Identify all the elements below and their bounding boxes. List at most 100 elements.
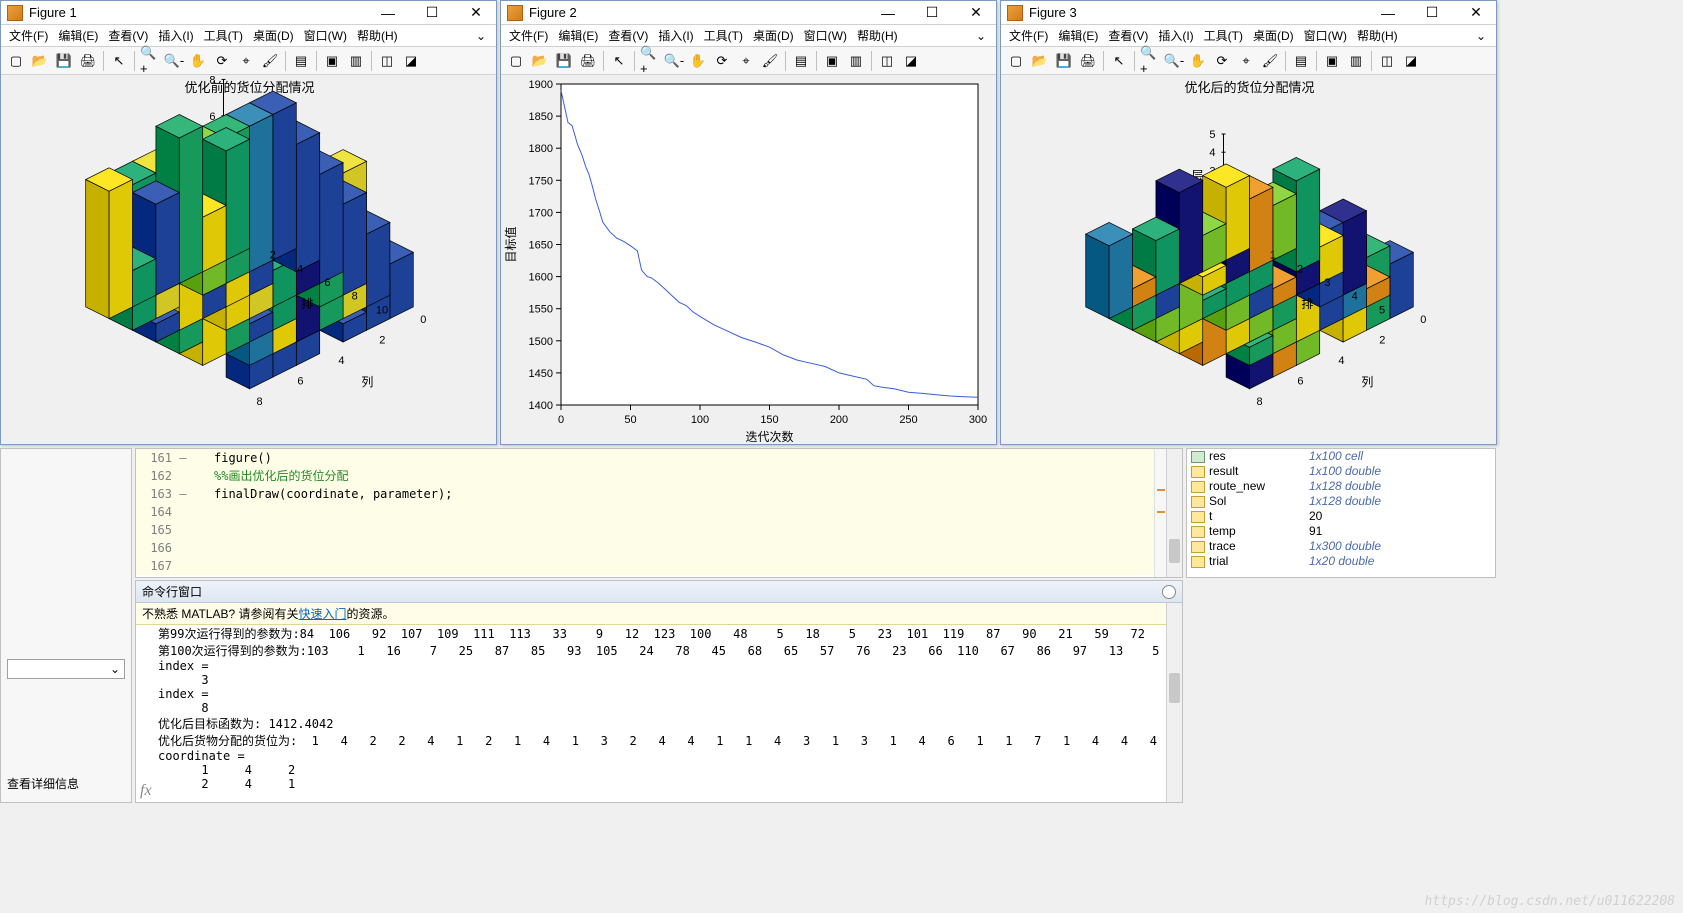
zoom-out-icon[interactable]: 🔍- <box>1163 50 1185 72</box>
zoom-out-icon[interactable]: 🔍- <box>163 50 185 72</box>
maximize-button[interactable]: ☐ <box>418 3 446 23</box>
colorbar-icon[interactable]: ▤ <box>1290 50 1312 72</box>
menu-expand-icon[interactable]: ⌄ <box>1472 27 1492 45</box>
dock-icon[interactable]: ◫ <box>876 50 898 72</box>
plot-area[interactable]: 优化前的货位分配情况 02468 层 <box>1 75 496 444</box>
layout2-icon[interactable]: ▥ <box>345 50 367 72</box>
menu-item[interactable]: 桌面(D) <box>1249 25 1298 46</box>
new-icon[interactable]: ▢ <box>5 50 27 72</box>
brush-icon[interactable]: 🖌 <box>259 50 281 72</box>
maximize-button[interactable]: ☐ <box>918 3 946 23</box>
menu-item[interactable]: 文件(F) <box>505 25 552 46</box>
menu-item[interactable]: 帮助(H) <box>1353 25 1402 46</box>
menu-item[interactable]: 工具(T) <box>200 25 247 46</box>
zoom-in-icon[interactable]: 🔍+ <box>139 50 161 72</box>
minimize-button[interactable]: — <box>1374 3 1402 23</box>
menu-item[interactable]: 插入(I) <box>654 25 697 46</box>
cursor-icon[interactable]: ⌖ <box>235 50 257 72</box>
pan-icon[interactable]: ✋ <box>187 50 209 72</box>
dock2-icon[interactable]: ◪ <box>900 50 922 72</box>
menu-item[interactable]: 插入(I) <box>1154 25 1197 46</box>
open-icon[interactable]: 📂 <box>29 50 51 72</box>
menu-item[interactable]: 文件(F) <box>1005 25 1052 46</box>
command-window-header[interactable]: 命令行窗口 <box>136 581 1182 603</box>
layout1-icon[interactable]: ▣ <box>321 50 343 72</box>
command-window-options-icon[interactable] <box>1162 585 1176 599</box>
menu-item[interactable]: 编辑(E) <box>554 25 602 46</box>
editor-scrollbar[interactable] <box>1166 449 1182 577</box>
code-line[interactable]: 165 <box>136 521 1182 539</box>
plot-area[interactable]: 优化后的货位分配情况 012345 层 <box>1001 75 1496 444</box>
rotate-icon[interactable]: ⟳ <box>711 50 733 72</box>
zoom-in-icon[interactable]: 🔍+ <box>1139 50 1161 72</box>
workspace-variable-row[interactable]: Sol 1x128 double <box>1187 494 1495 509</box>
arrow-icon[interactable]: ↖ <box>608 50 630 72</box>
details-dropdown[interactable]: ⌄ <box>7 659 125 679</box>
titlebar[interactable]: Figure 2 — ☐ ✕ <box>501 1 996 25</box>
menu-item[interactable]: 查看(V) <box>1104 25 1152 46</box>
workspace-variable-row[interactable]: route_new 1x128 double <box>1187 479 1495 494</box>
layout2-icon[interactable]: ▥ <box>845 50 867 72</box>
workspace-variable-row[interactable]: res 1x100 cell <box>1187 449 1495 464</box>
command-scrollbar[interactable] <box>1166 603 1182 802</box>
close-button[interactable]: ✕ <box>962 3 990 23</box>
maximize-button[interactable]: ☐ <box>1418 3 1446 23</box>
open-icon[interactable]: 📂 <box>529 50 551 72</box>
dock-icon[interactable]: ◫ <box>376 50 398 72</box>
minimize-button[interactable]: — <box>874 3 902 23</box>
menu-item[interactable]: 桌面(D) <box>249 25 298 46</box>
code-line[interactable]: 161 – figure() <box>136 449 1182 467</box>
menu-item[interactable]: 文件(F) <box>5 25 52 46</box>
titlebar[interactable]: Figure 1 — ☐ ✕ <box>1 1 496 25</box>
menu-expand-icon[interactable]: ⌄ <box>472 27 492 45</box>
zoom-out-icon[interactable]: 🔍- <box>663 50 685 72</box>
code-line[interactable]: 164 <box>136 503 1182 521</box>
workspace-variable-row[interactable]: trial 1x20 double <box>1187 554 1495 569</box>
menu-item[interactable]: 帮助(H) <box>853 25 902 46</box>
arrow-icon[interactable]: ↖ <box>108 50 130 72</box>
colorbar-icon[interactable]: ▤ <box>790 50 812 72</box>
menu-item[interactable]: 工具(T) <box>1200 25 1247 46</box>
menu-item[interactable]: 编辑(E) <box>54 25 102 46</box>
minimize-button[interactable]: — <box>374 3 402 23</box>
arrow-icon[interactable]: ↖ <box>1108 50 1130 72</box>
menu-item[interactable]: 查看(V) <box>104 25 152 46</box>
save-icon[interactable]: 💾 <box>53 50 75 72</box>
quickstart-link[interactable]: 快速入门 <box>298 605 346 622</box>
menu-item[interactable]: 工具(T) <box>700 25 747 46</box>
layout1-icon[interactable]: ▣ <box>821 50 843 72</box>
open-icon[interactable]: 📂 <box>1029 50 1051 72</box>
print-icon[interactable]: 🖨 <box>77 50 99 72</box>
menu-expand-icon[interactable]: ⌄ <box>972 27 992 45</box>
rotate-icon[interactable]: ⟳ <box>1211 50 1233 72</box>
code-line[interactable]: 167 <box>136 557 1182 575</box>
menu-item[interactable]: 窗口(W) <box>300 25 351 46</box>
code-line[interactable]: 162 %%画出优化后的货位分配 <box>136 467 1182 485</box>
menu-item[interactable]: 帮助(H) <box>353 25 402 46</box>
brush-icon[interactable]: 🖌 <box>759 50 781 72</box>
pan-icon[interactable]: ✋ <box>687 50 709 72</box>
fx-prompt-icon[interactable]: fx <box>140 782 152 800</box>
workspace-variable-row[interactable]: trace 1x300 double <box>1187 539 1495 554</box>
menu-item[interactable]: 编辑(E) <box>1054 25 1102 46</box>
colorbar-icon[interactable]: ▤ <box>290 50 312 72</box>
dock-icon[interactable]: ◫ <box>1376 50 1398 72</box>
menu-item[interactable]: 插入(I) <box>154 25 197 46</box>
menu-item[interactable]: 窗口(W) <box>800 25 851 46</box>
workspace-variable-row[interactable]: result 1x100 double <box>1187 464 1495 479</box>
command-output[interactable]: 第99次运行得到的参数为:84 106 92 107 109 111 113 3… <box>136 625 1182 802</box>
brush-icon[interactable]: 🖌 <box>1259 50 1281 72</box>
new-icon[interactable]: ▢ <box>505 50 527 72</box>
new-icon[interactable]: ▢ <box>1005 50 1027 72</box>
titlebar[interactable]: Figure 3 — ☐ ✕ <box>1001 1 1496 25</box>
print-icon[interactable]: 🖨 <box>577 50 599 72</box>
save-icon[interactable]: 💾 <box>553 50 575 72</box>
plot-area[interactable]: 0501001502002503001400145015001550160016… <box>501 75 996 444</box>
dock2-icon[interactable]: ◪ <box>1400 50 1422 72</box>
cursor-icon[interactable]: ⌖ <box>735 50 757 72</box>
layout2-icon[interactable]: ▥ <box>1345 50 1367 72</box>
workspace-variable-row[interactable]: t 20 <box>1187 509 1495 524</box>
rotate-icon[interactable]: ⟳ <box>211 50 233 72</box>
save-icon[interactable]: 💾 <box>1053 50 1075 72</box>
zoom-in-icon[interactable]: 🔍+ <box>639 50 661 72</box>
